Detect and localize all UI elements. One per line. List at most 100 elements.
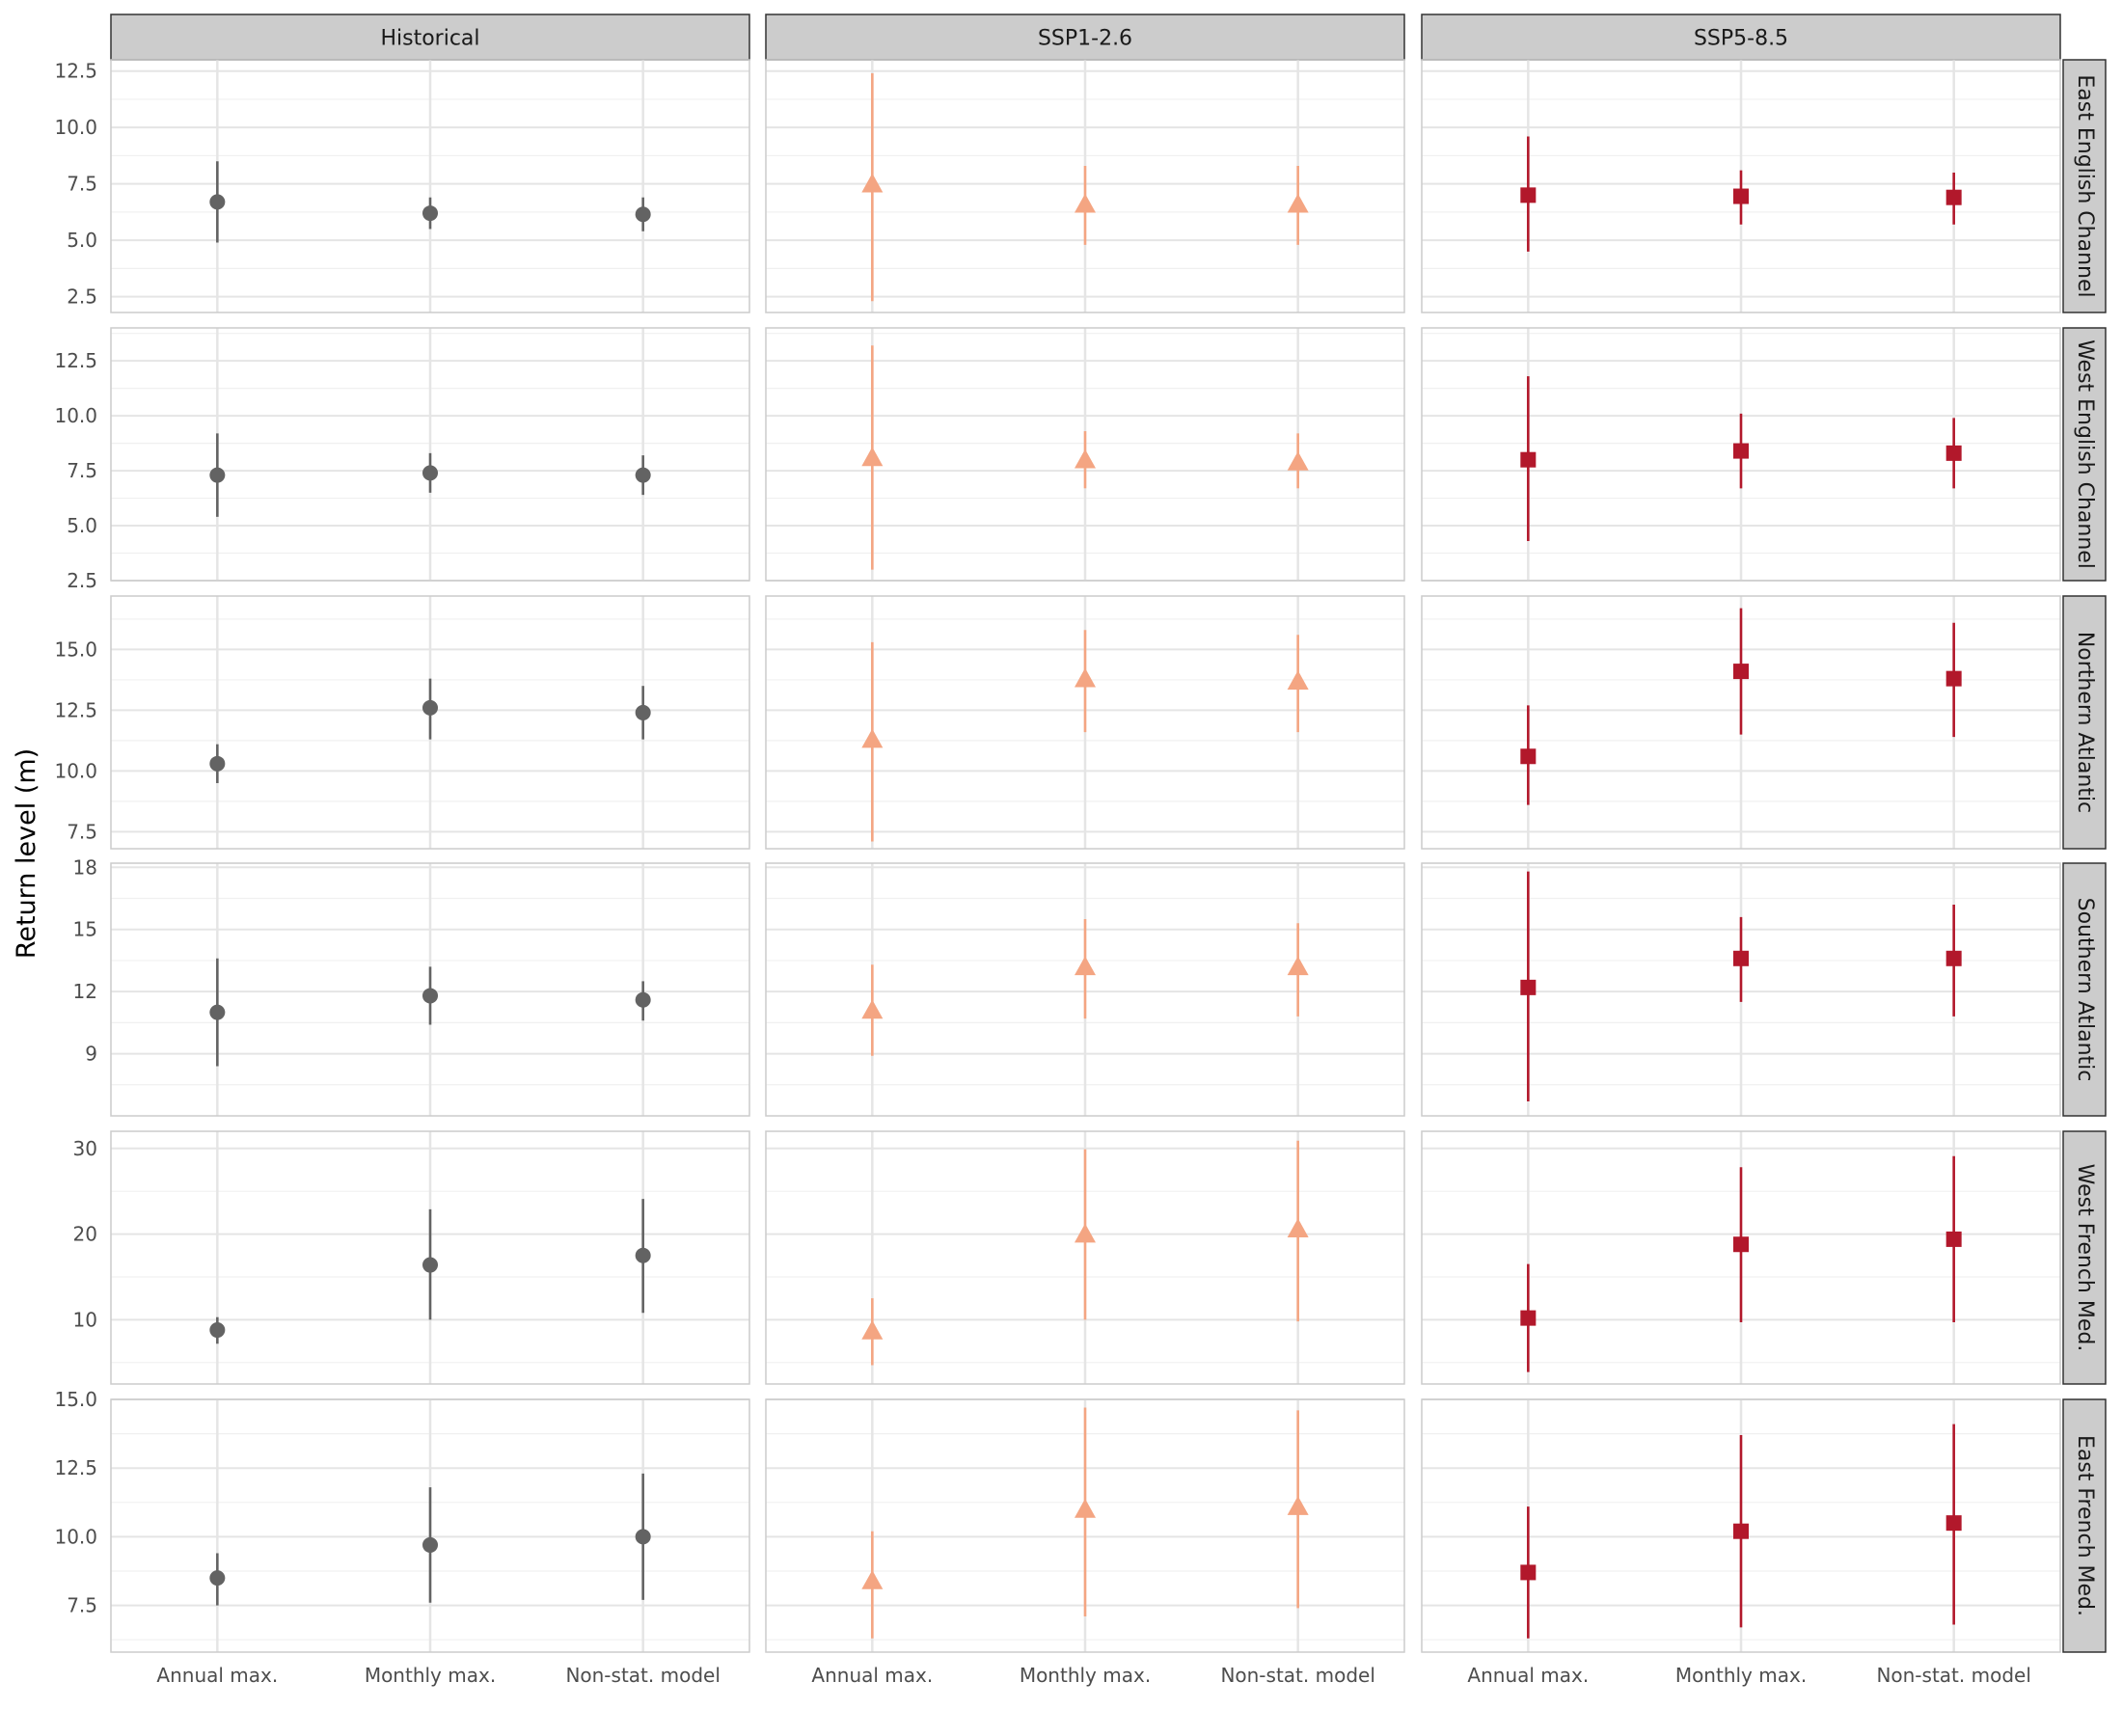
strip-ssp1-2-6 (765, 14, 1405, 61)
data-point (1520, 1564, 1537, 1581)
panels: 2.5 5.0 7.5 10.0 12.5 2.5 5.0 7.5 10.0 12.5 7.5 10.… (54, 59, 2061, 1653)
panel-west-french-med-ssp5-8-5 (1421, 1130, 2061, 1385)
y-tick-label: 12.5 (54, 60, 97, 83)
panel-northern-atlantic-historical (110, 595, 750, 850)
y-tick-label: 7.5 (67, 173, 97, 196)
panel-border (1421, 595, 2061, 850)
strip-label-east-english-channel: East English Channel (2073, 74, 2097, 297)
data-point (1733, 1236, 1749, 1253)
data-point (209, 1004, 226, 1020)
data-point (1287, 956, 1309, 976)
y-tick-label: 15 (73, 918, 97, 941)
panel-border (765, 595, 1405, 850)
y-tick-label: 12.5 (54, 1456, 97, 1479)
data-point (1520, 1310, 1537, 1326)
data-point (422, 988, 438, 1004)
y-tick-label: 10.0 (54, 404, 97, 427)
data-point (1075, 1223, 1096, 1243)
data-point (635, 206, 651, 223)
data-point (635, 991, 651, 1008)
y-tick-label: 15.0 (54, 637, 97, 661)
panel-east-english-channel-historical (110, 59, 750, 313)
data-point (422, 1257, 438, 1273)
y-tick-label: 7.5 (67, 1594, 97, 1617)
y-tick-label: 12.5 (54, 349, 97, 372)
x-tick-label-annual-max: Annual max. (156, 1664, 278, 1687)
y-tick-label: 20 (73, 1223, 97, 1246)
strip-label-northern-atlantic: Northern Atlantic (2073, 632, 2097, 813)
panel-border (110, 1398, 750, 1653)
data-point (1945, 445, 1962, 461)
y-tick-label: 7.5 (67, 459, 97, 482)
y-tick-label: 5.0 (67, 514, 97, 537)
data-point (1287, 1496, 1309, 1515)
data-point (635, 1529, 651, 1545)
panel-border (765, 862, 1405, 1117)
y-tick-label: 10.0 (54, 116, 97, 139)
data-point (1287, 193, 1309, 213)
data-point (861, 173, 884, 193)
strip-west-french-med (2062, 1130, 2107, 1385)
data-point (1945, 950, 1962, 966)
y-axis-label: Return level (m) (12, 748, 41, 959)
data-point (1075, 1498, 1096, 1518)
panel-west-english-channel-ssp5-8-5 (1421, 327, 2061, 582)
data-point (1520, 187, 1537, 203)
data-point (1520, 979, 1537, 995)
data-point (1945, 670, 1962, 687)
data-point (1945, 189, 1962, 205)
y-tick-label: 10.0 (54, 759, 97, 782)
data-point (1075, 193, 1096, 213)
data-point (422, 205, 438, 222)
y-tick-label: 7.5 (67, 820, 97, 843)
y-tick-label: 12 (73, 980, 97, 1003)
strip-label-historical: Historical (380, 27, 479, 51)
data-point (635, 704, 651, 720)
panel-border (1421, 327, 2061, 582)
data-point (861, 447, 884, 467)
x-tick-label-non-stat-model: Non-stat. model (1220, 1664, 1374, 1687)
x-tick-label-non-stat-model: Non-stat. model (565, 1664, 720, 1687)
strip-label-east-french-med: East French Med. (2073, 1435, 2097, 1616)
strip-label-ssp1-2-6: SSP1-2.6 (1038, 27, 1132, 51)
panel-border (765, 327, 1405, 582)
y-tick-label: 2.5 (67, 569, 97, 592)
panel-west-english-channel-ssp1-2-6 (765, 327, 1405, 582)
data-point (209, 755, 226, 772)
strip-east-english-channel (2062, 59, 2107, 313)
panel-northern-atlantic-ssp5-8-5 (1421, 595, 2061, 850)
y-tick-label: 18 (73, 855, 97, 879)
panel-east-english-channel-ssp1-2-6 (765, 59, 1405, 313)
data-point (861, 728, 884, 748)
panel-southern-atlantic-historical (110, 862, 750, 1117)
data-point (209, 1322, 226, 1339)
strip-southern-atlantic (2062, 862, 2107, 1117)
data-point (209, 1570, 226, 1587)
data-point (861, 1319, 884, 1340)
panel-border (1421, 1130, 2061, 1385)
y-tick-label: 9 (85, 1043, 97, 1066)
panel-border (110, 595, 750, 850)
panel-border (110, 59, 750, 313)
strip-label-west-french-med: West French Med. (2073, 1164, 2097, 1352)
y-tick-label: 30 (73, 1137, 97, 1160)
panel-border (110, 862, 750, 1117)
panel-west-french-med-historical (110, 1130, 750, 1385)
panel-east-french-med-ssp1-2-6 (765, 1398, 1405, 1653)
data-point (1287, 1218, 1309, 1238)
strip-northern-atlantic (2062, 595, 2107, 850)
panel-border (110, 327, 750, 582)
panel-southern-atlantic-ssp5-8-5 (1421, 862, 2061, 1117)
data-point (635, 467, 651, 483)
y-tick-label: 10.0 (54, 1525, 97, 1548)
panel-west-french-med-ssp1-2-6 (765, 1130, 1405, 1385)
panel-west-english-channel-historical (110, 327, 750, 582)
y-tick-label: 12.5 (54, 698, 97, 721)
data-point (422, 699, 438, 716)
y-tick-label: 5.0 (67, 229, 97, 252)
data-point (422, 1536, 438, 1553)
panel-east-english-channel-ssp5-8-5 (1421, 59, 2061, 313)
strip-east-french-med (2062, 1398, 2107, 1653)
data-point (1520, 451, 1537, 468)
